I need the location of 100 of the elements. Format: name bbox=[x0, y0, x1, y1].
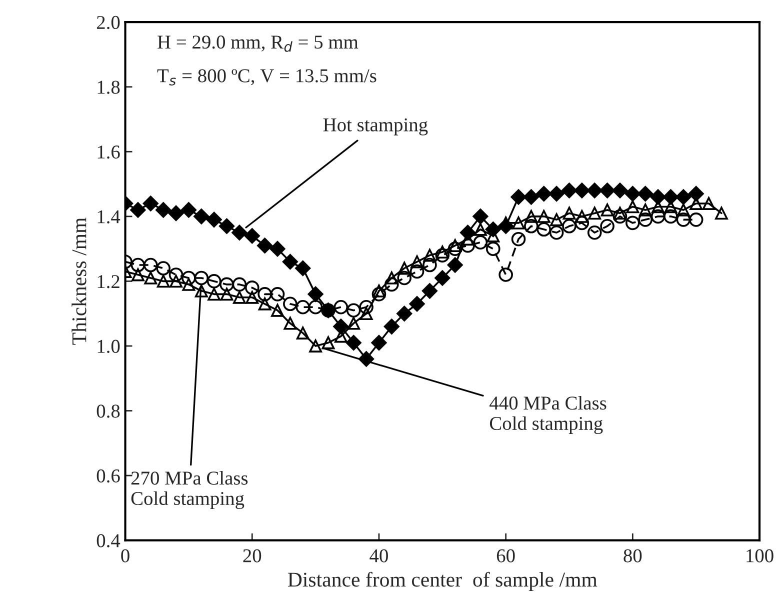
point bbox=[296, 326, 310, 340]
point bbox=[422, 283, 438, 299]
point bbox=[410, 255, 424, 268]
annotation: H = 29.0 mm, R$_{d}$ = 5 mm bbox=[158, 36, 358, 52]
point bbox=[284, 316, 297, 330]
point bbox=[409, 296, 425, 312]
point bbox=[638, 203, 652, 216]
point bbox=[436, 246, 449, 259]
point bbox=[232, 224, 248, 240]
x-tick-label: 60 bbox=[496, 549, 515, 562]
point bbox=[371, 334, 387, 351]
point bbox=[612, 209, 628, 224]
point bbox=[435, 248, 450, 262]
point bbox=[270, 287, 285, 302]
point bbox=[448, 239, 462, 252]
point bbox=[688, 212, 704, 227]
point bbox=[523, 189, 539, 205]
point bbox=[550, 213, 564, 226]
point bbox=[524, 210, 538, 223]
point bbox=[688, 186, 704, 202]
point bbox=[676, 203, 690, 216]
point bbox=[396, 306, 412, 322]
point bbox=[270, 241, 286, 257]
point bbox=[309, 340, 322, 352]
point bbox=[156, 261, 170, 276]
point bbox=[511, 232, 526, 246]
point bbox=[448, 242, 462, 256]
point bbox=[612, 182, 628, 198]
point bbox=[562, 206, 576, 220]
point bbox=[182, 270, 196, 286]
point bbox=[423, 248, 436, 262]
point bbox=[206, 274, 222, 288]
point bbox=[271, 304, 284, 317]
point bbox=[220, 288, 234, 301]
point bbox=[474, 222, 487, 236]
point bbox=[246, 290, 259, 304]
point bbox=[574, 182, 590, 198]
x-tick-label: 20 bbox=[243, 549, 262, 562]
point bbox=[600, 203, 614, 216]
point bbox=[600, 218, 614, 234]
point bbox=[714, 206, 728, 220]
point bbox=[447, 257, 463, 273]
point bbox=[359, 300, 374, 314]
point bbox=[384, 318, 400, 334]
point bbox=[574, 216, 590, 230]
point bbox=[346, 303, 361, 318]
point bbox=[600, 182, 616, 198]
x-axis-title: Distance from center of sample /mm bbox=[288, 572, 598, 591]
point bbox=[626, 200, 640, 214]
point bbox=[587, 225, 602, 240]
x-tick-label: 40 bbox=[370, 549, 388, 562]
y-tick-label: 1.4 bbox=[98, 210, 120, 224]
point bbox=[536, 222, 552, 237]
point bbox=[575, 210, 588, 223]
point bbox=[702, 197, 716, 210]
point bbox=[624, 186, 640, 202]
point bbox=[512, 216, 525, 230]
point bbox=[333, 318, 349, 334]
point bbox=[626, 216, 640, 230]
point bbox=[220, 277, 234, 292]
point bbox=[258, 287, 272, 302]
point bbox=[486, 242, 500, 256]
annotation: Hot stamping bbox=[323, 118, 428, 136]
point bbox=[385, 272, 398, 284]
point bbox=[244, 280, 260, 295]
point bbox=[473, 235, 488, 250]
point bbox=[244, 228, 260, 244]
point bbox=[334, 300, 348, 314]
point bbox=[398, 262, 411, 275]
point bbox=[283, 296, 298, 312]
point bbox=[549, 225, 564, 240]
point bbox=[650, 209, 666, 224]
x-tick-label: 0 bbox=[121, 549, 130, 562]
point bbox=[536, 186, 552, 202]
y-tick-label: 0.6 bbox=[96, 469, 120, 483]
point bbox=[548, 186, 564, 202]
point bbox=[586, 182, 602, 198]
point bbox=[561, 182, 578, 198]
point bbox=[322, 336, 335, 350]
y-tick-label: 1.0 bbox=[98, 340, 120, 354]
point bbox=[524, 218, 538, 234]
point bbox=[182, 278, 196, 291]
x-tick-label: 100 bbox=[746, 549, 774, 562]
point bbox=[638, 186, 654, 202]
point bbox=[143, 258, 158, 272]
point bbox=[397, 270, 412, 286]
point bbox=[194, 270, 209, 286]
point bbox=[372, 284, 386, 298]
x-tick-label: 80 bbox=[624, 549, 642, 562]
y-tick-label: 1.8 bbox=[98, 80, 120, 94]
annotation: 440 MPa Class Cold stamping bbox=[490, 396, 606, 434]
point bbox=[384, 277, 399, 292]
point bbox=[638, 212, 653, 227]
point bbox=[232, 277, 247, 292]
point bbox=[170, 274, 182, 288]
y-tick-label: 0.4 bbox=[96, 534, 120, 548]
point bbox=[232, 290, 246, 304]
point bbox=[346, 334, 362, 351]
y-tick-label: 1.6 bbox=[98, 146, 120, 159]
point bbox=[156, 202, 172, 218]
